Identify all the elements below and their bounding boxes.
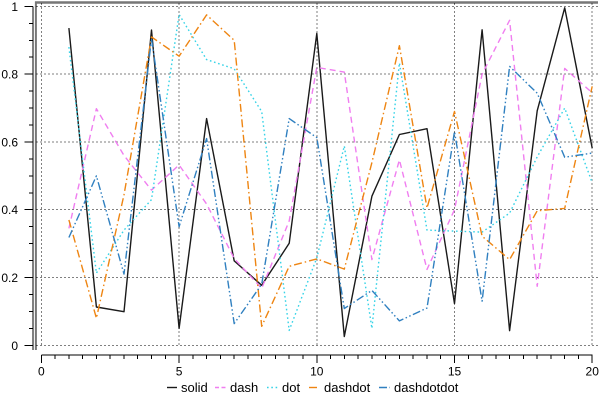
svg-text:1: 1 [11, 0, 18, 14]
svg-text:0: 0 [38, 365, 45, 379]
svg-text:0.2: 0.2 [1, 271, 18, 285]
svg-text:solid: solid [181, 380, 208, 395]
svg-text:5: 5 [176, 365, 183, 379]
svg-text:20: 20 [586, 365, 600, 379]
svg-text:dashdotdot: dashdotdot [394, 380, 459, 395]
svg-text:dash: dash [230, 380, 258, 395]
svg-text:0.8: 0.8 [1, 68, 18, 82]
svg-text:0.6: 0.6 [1, 136, 18, 150]
svg-text:dashdot: dashdot [324, 380, 371, 395]
svg-text:0.4: 0.4 [1, 203, 18, 217]
svg-text:15: 15 [448, 365, 462, 379]
svg-text:dot: dot [282, 380, 300, 395]
svg-text:10: 10 [310, 365, 324, 379]
svg-text:0: 0 [11, 339, 18, 353]
